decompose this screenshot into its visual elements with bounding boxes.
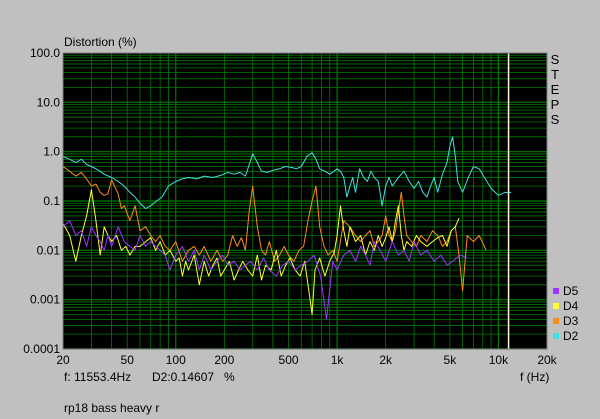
legend-label-d2: D2 — [563, 329, 579, 343]
y-tick-label: 0.01 — [37, 243, 61, 257]
x-axis-title: f (Hz) — [520, 370, 550, 384]
legend-swatch-d2 — [553, 333, 559, 339]
plot-border — [62, 52, 548, 350]
x-tick-label: 2k — [379, 353, 393, 367]
y-tick-label: 10.0 — [37, 95, 61, 109]
legend-label-d3: D3 — [563, 314, 579, 328]
cursor-frequency-readout: f: 11553.4Hz — [64, 370, 132, 384]
x-tick-label: 200 — [214, 353, 234, 367]
chart-title: Distortion (%) — [64, 35, 137, 49]
x-tick-label: 50 — [121, 353, 135, 367]
x-tick-label: 1k — [331, 353, 345, 367]
series-line-d2 — [62, 136, 512, 210]
y-tick-label: 100.0 — [30, 46, 60, 60]
footer-caption: rp18 bass heavy r — [64, 401, 160, 415]
y-tick-labels: 100.0 10.0 1.0 0.1 0.01 0.001 0.0001 — [23, 46, 60, 356]
series-line-d5 — [62, 220, 468, 320]
grid-lines — [62, 53, 548, 350]
x-tick-label: 10k — [489, 353, 509, 367]
y-tick-label: 0.001 — [30, 293, 60, 307]
x-tick-label: 20 — [56, 353, 70, 367]
x-tick-labels: 20 50 100 200 500 1k 2k 5k 10k 20k — [56, 353, 557, 367]
legend-label-d5: D5 — [563, 284, 579, 298]
x-tick-label: 5k — [444, 353, 458, 367]
series-line-d4 — [62, 189, 460, 315]
legend-swatch-d3 — [553, 318, 559, 324]
y-tick-label: 0.1 — [43, 194, 60, 208]
y-tick-label: 0.0001 — [23, 342, 60, 356]
series-lines — [62, 136, 512, 320]
x-tick-label: 100 — [166, 353, 186, 367]
legend-label-d4: D4 — [563, 299, 579, 313]
series-line-d3 — [62, 166, 487, 292]
x-tick-label: 20k — [537, 353, 557, 367]
legend-swatch-d4 — [553, 303, 559, 309]
legend-swatch-d5 — [553, 288, 559, 294]
y-tick-label: 1.0 — [43, 145, 60, 159]
cursor-value-readout: D2:0.14607 % — [152, 370, 235, 384]
x-tick-label: 500 — [279, 353, 299, 367]
